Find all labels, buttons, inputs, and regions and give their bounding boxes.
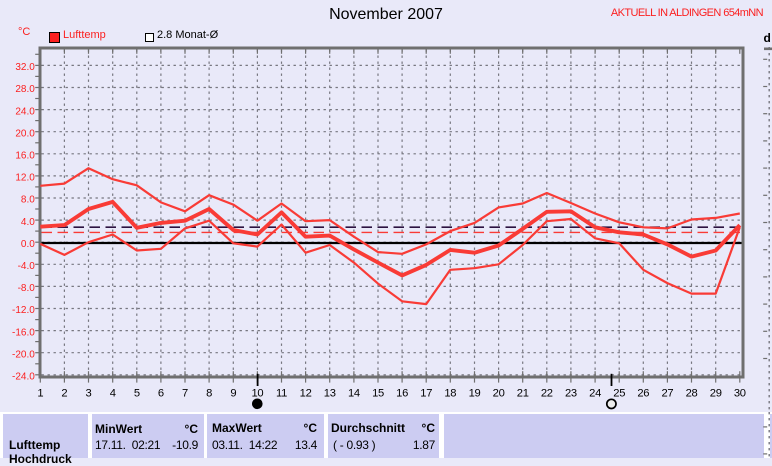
svg-text:14: 14: [348, 388, 360, 400]
svg-text:27: 27: [661, 388, 673, 400]
svg-text:19: 19: [469, 388, 481, 400]
svg-text:24.0: 24.0: [15, 106, 35, 117]
svg-text:26: 26: [637, 388, 649, 400]
svg-text:16.0: 16.0: [15, 151, 35, 162]
svg-text:-8.0: -8.0: [18, 283, 36, 294]
svg-text:24: 24: [589, 388, 601, 400]
svg-text:12.0: 12.0: [15, 173, 35, 184]
svg-text:-20.0: -20.0: [12, 349, 35, 360]
svg-text:13: 13: [324, 388, 336, 400]
svg-text:18: 18: [444, 388, 456, 400]
svg-text:20: 20: [493, 388, 505, 400]
svg-text:30: 30: [734, 388, 746, 400]
svg-text:-16.0: -16.0: [12, 327, 35, 338]
svg-text:4.0: 4.0: [21, 217, 35, 228]
svg-text:10: 10: [251, 388, 263, 400]
svg-text:20.0: 20.0: [15, 128, 35, 139]
svg-text:4: 4: [110, 388, 116, 400]
svg-text:21: 21: [517, 388, 529, 400]
svg-text:1: 1: [37, 388, 43, 400]
svg-text:-24.0: -24.0: [12, 372, 35, 383]
svg-text:2: 2: [61, 388, 67, 400]
svg-text:29: 29: [710, 388, 722, 400]
svg-text:16: 16: [396, 388, 408, 400]
svg-text:22: 22: [541, 388, 553, 400]
svg-text:11: 11: [276, 388, 287, 400]
svg-text:-12.0: -12.0: [12, 305, 35, 316]
svg-text:7: 7: [182, 388, 188, 400]
svg-text:8.0: 8.0: [21, 195, 35, 206]
svg-text:3: 3: [86, 388, 92, 400]
svg-text:6: 6: [158, 388, 164, 400]
svg-text:-4.0: -4.0: [18, 261, 36, 272]
svg-text:5: 5: [134, 388, 140, 400]
svg-text:28.0: 28.0: [15, 84, 35, 95]
svg-text:8: 8: [206, 388, 212, 400]
svg-text:32.0: 32.0: [15, 62, 35, 73]
svg-text:17: 17: [420, 388, 432, 400]
svg-text:25: 25: [613, 388, 625, 400]
svg-text:23: 23: [565, 388, 577, 400]
svg-text:0.0: 0.0: [21, 239, 35, 250]
svg-text:12: 12: [300, 388, 312, 400]
svg-text:28: 28: [686, 388, 698, 400]
svg-text:15: 15: [372, 388, 384, 400]
svg-text:9: 9: [230, 388, 236, 400]
